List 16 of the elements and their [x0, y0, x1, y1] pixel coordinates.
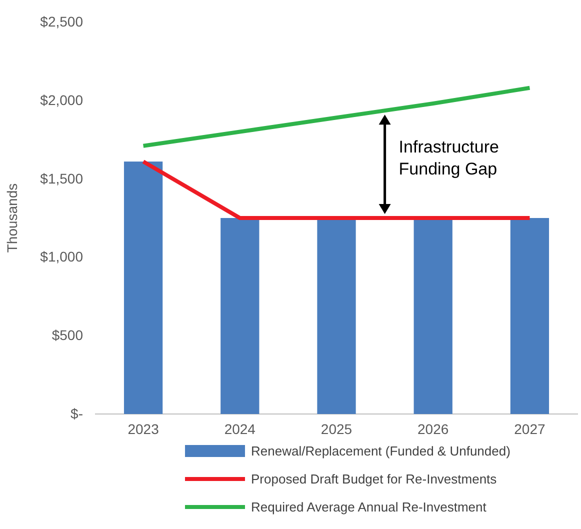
legend-label: Required Average Annual Re-Investment — [251, 500, 487, 515]
legend-label: Renewal/Replacement (Funded & Unfunded) — [251, 444, 510, 459]
y-tick-label: $2,500 — [40, 13, 84, 30]
x-tick-label: 2026 — [418, 420, 449, 437]
x-tick-label: 2027 — [514, 420, 546, 437]
y-tick-label: $2,000 — [40, 92, 84, 108]
x-tick-label: 2023 — [128, 420, 160, 437]
y-tick-label: $1,500 — [40, 170, 84, 186]
legend-label: Proposed Draft Budget for Re-Investments — [251, 472, 498, 487]
y-axis-title: Thousands — [4, 183, 20, 253]
y-tick-label: $1,000 — [40, 248, 84, 265]
x-tick-label: 2025 — [320, 420, 352, 437]
x-tick-label: 2024 — [224, 420, 256, 437]
y-tick-label: $500 — [52, 327, 84, 344]
y-tick-label: $- — [70, 405, 84, 422]
annotation: Infrastructure Funding Gap — [398, 137, 499, 178]
